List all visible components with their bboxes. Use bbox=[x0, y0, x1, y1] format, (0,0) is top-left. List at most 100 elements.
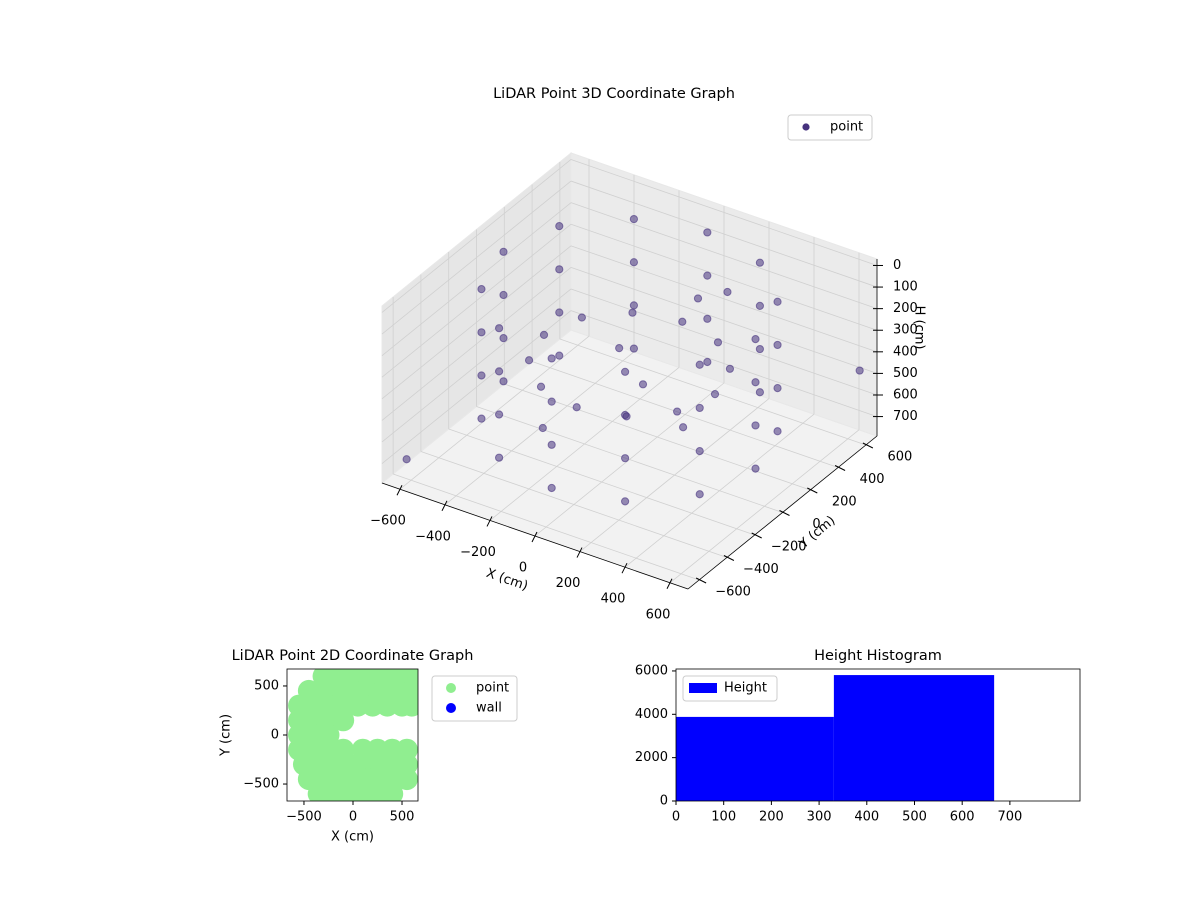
x-tick-label: 500 bbox=[902, 810, 927, 825]
z-tick-label: 500 bbox=[893, 366, 918, 381]
point bbox=[755, 388, 765, 397]
point bbox=[751, 421, 760, 430]
y-tick-label: 500 bbox=[254, 678, 279, 693]
tick-mark bbox=[441, 500, 448, 512]
y-tick-label: 400 bbox=[860, 472, 885, 487]
x-tick-label: −600 bbox=[370, 514, 406, 529]
z-tick-label: 300 bbox=[893, 323, 918, 338]
x-tick-label: −400 bbox=[415, 529, 451, 544]
x-axis-label: X (cm) bbox=[331, 830, 374, 845]
tick-mark bbox=[834, 465, 846, 471]
x-tick-label: 700 bbox=[997, 810, 1022, 825]
bar bbox=[676, 716, 834, 801]
plot-area bbox=[288, 669, 418, 801]
point bbox=[755, 344, 765, 354]
y-tick-label: 6000 bbox=[635, 663, 668, 678]
y-tick-label: 4000 bbox=[635, 707, 668, 722]
point bbox=[499, 247, 508, 256]
x-tick-label: 0 bbox=[672, 810, 680, 825]
y-tick-label: 200 bbox=[832, 495, 857, 510]
point bbox=[381, 782, 404, 801]
point bbox=[477, 328, 486, 337]
x-tick-label: 600 bbox=[950, 810, 975, 825]
point bbox=[332, 709, 355, 732]
y-axis-label: Y (cm) bbox=[219, 714, 234, 757]
z-axis-label: H (cm) bbox=[912, 306, 927, 350]
point bbox=[710, 390, 720, 399]
legend-label: point bbox=[476, 681, 509, 696]
point bbox=[679, 423, 688, 432]
chart-title: LiDAR Point 3D Coordinate Graph bbox=[493, 86, 735, 102]
x-tick-label: 0 bbox=[519, 561, 527, 576]
point bbox=[524, 356, 534, 365]
point bbox=[703, 271, 712, 280]
x-tick-label: 200 bbox=[556, 576, 581, 591]
point bbox=[751, 464, 760, 473]
point bbox=[402, 455, 411, 464]
x-tick-label: 500 bbox=[390, 810, 415, 825]
legend-marker bbox=[446, 683, 456, 693]
point bbox=[620, 497, 630, 506]
z-tick-label: 600 bbox=[893, 387, 918, 402]
grid-line bbox=[381, 288, 572, 443]
point bbox=[755, 258, 765, 267]
point bbox=[494, 410, 504, 419]
grid-line bbox=[381, 202, 572, 356]
tick-mark bbox=[486, 516, 493, 527]
y-tick-label: −500 bbox=[243, 777, 279, 792]
point bbox=[494, 324, 504, 333]
point bbox=[555, 222, 564, 231]
legend-marker bbox=[802, 123, 810, 131]
tick-mark bbox=[576, 547, 583, 558]
legend-box bbox=[787, 114, 873, 141]
point bbox=[773, 383, 782, 393]
tick-mark bbox=[621, 562, 628, 574]
y-tick-label: −200 bbox=[771, 540, 807, 555]
y-tick-label: −400 bbox=[743, 562, 779, 577]
point bbox=[629, 258, 639, 267]
point bbox=[555, 265, 564, 274]
point bbox=[494, 367, 504, 376]
legend-marker bbox=[446, 703, 456, 713]
y-tick-label: 0 bbox=[271, 728, 279, 743]
legend-label: wall bbox=[476, 701, 502, 716]
x-tick-label: 400 bbox=[854, 810, 879, 825]
x-tick-label: 300 bbox=[807, 810, 832, 825]
point bbox=[703, 314, 712, 323]
z-tick-label: 400 bbox=[893, 344, 918, 359]
point bbox=[678, 317, 687, 326]
tick-mark bbox=[695, 577, 707, 584]
y-tick-label: −600 bbox=[715, 585, 751, 600]
point bbox=[723, 287, 732, 297]
chart-title: Height Histogram bbox=[814, 648, 942, 664]
point bbox=[538, 423, 547, 433]
grid-line bbox=[476, 406, 783, 513]
legend-label: point bbox=[830, 120, 863, 135]
point bbox=[577, 313, 586, 322]
point bbox=[629, 344, 639, 353]
z-tick-label: 100 bbox=[893, 280, 918, 295]
point bbox=[673, 407, 682, 416]
bar bbox=[833, 675, 995, 801]
y-tick-label: 0 bbox=[660, 794, 668, 809]
grid-line bbox=[381, 245, 572, 400]
point bbox=[555, 308, 564, 317]
grid-line bbox=[570, 310, 878, 417]
x-tick-label: −200 bbox=[460, 545, 496, 560]
x-tick-label: 600 bbox=[646, 607, 671, 622]
point bbox=[755, 301, 765, 310]
tick-mark bbox=[531, 531, 538, 543]
point bbox=[695, 403, 704, 413]
grid-line bbox=[420, 451, 728, 558]
point bbox=[622, 412, 631, 421]
grid-line bbox=[570, 159, 878, 266]
axis-line bbox=[381, 482, 689, 590]
point bbox=[539, 330, 549, 340]
grid-line bbox=[570, 180, 878, 288]
point bbox=[615, 344, 624, 353]
point bbox=[477, 371, 486, 380]
z-tick-label: 0 bbox=[893, 258, 901, 273]
point bbox=[703, 357, 712, 367]
point bbox=[494, 453, 504, 462]
